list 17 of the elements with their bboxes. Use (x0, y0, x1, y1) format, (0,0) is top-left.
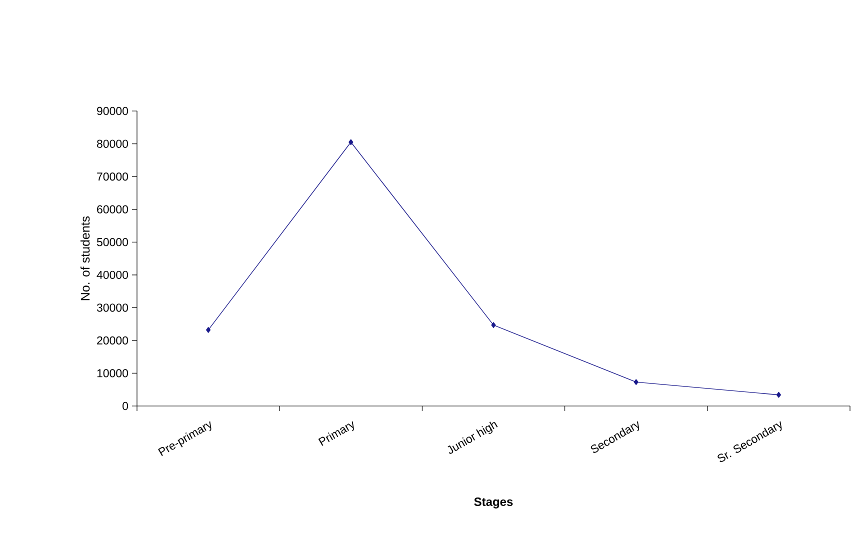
point (776, 392, 781, 398)
y-tick-label: 50000 (96, 238, 128, 246)
y-tick-label: 10000 (97, 369, 128, 378)
y-tick-label: 30000 (96, 304, 128, 312)
y-tick-label: 0 (122, 402, 128, 410)
y-axis-title: No. of students (80, 216, 90, 300)
y-tick-label: 90000 (97, 106, 128, 116)
y-tick-label: 20000 (97, 336, 128, 345)
point (206, 327, 211, 333)
point (634, 379, 638, 386)
y-tick-label: 80000 (97, 140, 128, 148)
y-tick-label: 70000 (97, 172, 128, 181)
point (348, 139, 354, 146)
y-tick-label: 40000 (96, 270, 128, 279)
point (491, 322, 496, 328)
x-axis-title: Stages (474, 498, 513, 508)
y-tick-label: 60000 (97, 205, 128, 214)
